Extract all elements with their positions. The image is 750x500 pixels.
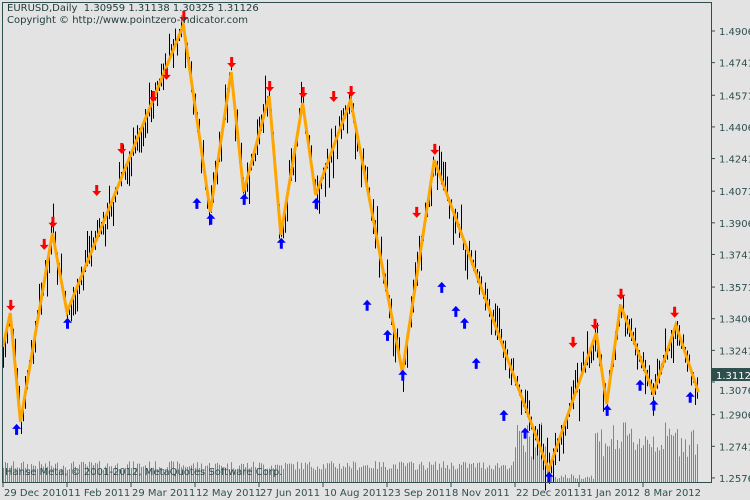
up-arrow-icon — [602, 404, 612, 416]
up-arrow-icon — [437, 281, 447, 293]
date-tick-label: 11 Feb 2011 — [68, 488, 130, 499]
date-tick-label: 27 Jun 2011 — [260, 488, 320, 499]
up-arrow-icon — [451, 305, 461, 317]
price-tick-label: 1.39060 — [719, 219, 750, 230]
up-arrow-icon — [12, 423, 22, 435]
price-tick-label: 1.29060 — [719, 411, 750, 422]
down-arrow-icon — [346, 85, 356, 97]
copyright-text: Copyright © http://www.pointzero-indicat… — [7, 15, 248, 26]
up-arrow-icon — [206, 213, 216, 225]
up-arrow-icon — [63, 317, 72, 329]
price-tick-label: 1.35710 — [719, 283, 750, 294]
symbol-info: EURUSD,Daily 1.30959 1.31138 1.30325 1.3… — [7, 3, 259, 14]
price-tick-label: 1.47410 — [719, 59, 750, 70]
date-tick-label: 29 Mar 2011 — [132, 488, 195, 499]
up-arrow-icon — [398, 369, 408, 381]
up-arrow-icon — [276, 237, 286, 249]
down-arrow-icon — [298, 86, 308, 98]
down-arrow-icon — [148, 90, 158, 102]
price-tick-label: 1.32410 — [719, 346, 750, 357]
date-tick-label: 22 Dec 2011 — [516, 488, 580, 499]
up-arrow-icon — [685, 391, 695, 403]
down-arrow-icon — [265, 80, 275, 92]
date-tick-label: 10 Aug 2011 — [324, 488, 388, 499]
current-price-marker: 1.31126 — [712, 368, 750, 382]
up-arrow-icon — [311, 197, 321, 209]
date-tick-label: 29 Dec 2010 — [4, 488, 68, 499]
date-tick-label: 12 May 2011 — [196, 488, 261, 499]
date-tick-label: 8 Nov 2011 — [452, 488, 510, 499]
up-arrow-icon — [520, 427, 530, 439]
down-arrow-icon — [6, 299, 16, 311]
down-arrow-icon — [92, 184, 102, 196]
up-arrow-icon — [635, 379, 645, 391]
price-axis: 1.49060 1.47410 1.45710 1.44060 1.42410 1.407… — [711, 27, 750, 485]
zigzag-polyline — [1, 19, 700, 475]
down-arrow-icon — [590, 318, 600, 330]
current-price-box — [712, 368, 750, 382]
date-tick-label: 8 Mar 2012 — [644, 488, 701, 499]
footer-copyright: Hanse Meta, © 2001-2012, MetaQuotes Soft… — [5, 467, 283, 478]
down-arrow-icon — [117, 142, 127, 154]
fractal-arrows — [6, 10, 695, 483]
price-tick-label: 1.44060 — [719, 123, 750, 134]
price-tick-label: 1.25760 — [719, 474, 750, 485]
date-tick-label: 31 Jan 2012 — [580, 488, 640, 499]
down-arrow-icon — [39, 238, 49, 250]
down-arrow-icon — [179, 10, 189, 22]
up-arrow-icon — [499, 409, 509, 421]
up-arrow-icon — [471, 357, 481, 369]
down-arrow-icon — [670, 306, 680, 318]
price-tick-label: 1.27410 — [719, 442, 750, 453]
price-tick-label: 1.49060 — [719, 27, 750, 38]
up-arrow-icon — [239, 193, 249, 205]
up-arrow-icon — [649, 399, 659, 411]
up-arrow-icon — [362, 299, 372, 311]
price-tick-label: 1.45710 — [719, 91, 750, 102]
down-arrow-icon — [616, 288, 626, 300]
price-tick-label: 1.40710 — [719, 187, 750, 198]
down-arrow-icon — [412, 206, 422, 218]
down-arrow-icon — [329, 90, 339, 102]
price-tick-label: 1.42410 — [719, 155, 750, 166]
time-axis: 29 Dec 2010 11 Feb 2011 29 Mar 2011 12 May … — [2, 482, 701, 499]
date-tick-label: 23 Sep 2011 — [388, 488, 451, 499]
zigzag-line — [1, 19, 700, 475]
down-arrow-icon — [161, 68, 171, 80]
down-arrow-icon — [48, 216, 58, 228]
price-tick-label: 1.34060 — [719, 315, 750, 326]
current-price-label: 1.31126 — [716, 371, 750, 382]
price-tick-label: 1.37410 — [719, 250, 750, 261]
down-arrow-icon — [568, 336, 578, 348]
up-arrow-icon — [192, 197, 202, 209]
up-arrow-icon — [383, 329, 392, 341]
volume-histogram — [3, 422, 698, 482]
plot-frame — [2, 2, 712, 483]
down-arrow-icon — [227, 57, 237, 69]
price-tick-label: 1.30760 — [719, 386, 750, 397]
down-arrow-icon — [430, 143, 440, 155]
up-arrow-icon — [544, 471, 554, 483]
price-bars — [3, 12, 698, 491]
up-arrow-icon — [460, 317, 470, 329]
